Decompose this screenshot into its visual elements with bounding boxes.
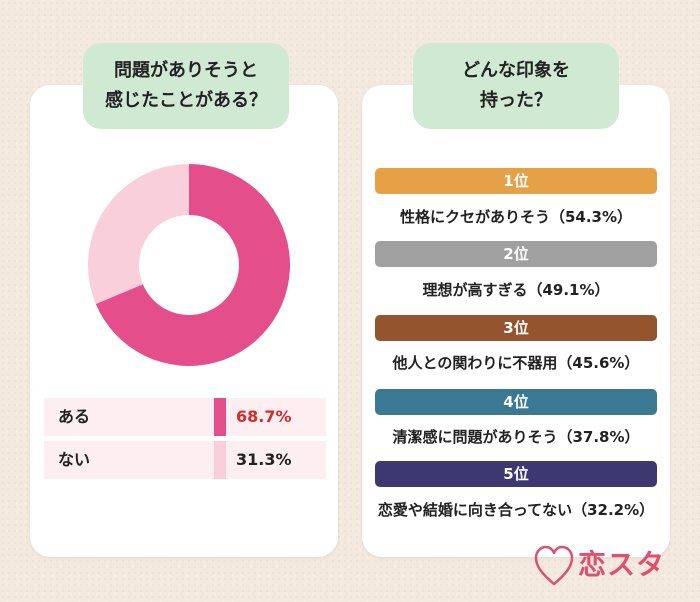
question-bubble-right: どんな印象を 持った？	[413, 43, 619, 129]
rank-item-1: 性格にクセがありそう（54.3%）	[399, 208, 633, 226]
question-bubble-left: 問題がありそうと 感じたことがある？	[83, 43, 289, 129]
legend-value: 31.3%	[236, 450, 292, 469]
rank-badge-5: 5位	[375, 461, 657, 487]
rank-badge-1: 1位	[375, 168, 657, 194]
legend-row: ある 68.7%	[44, 398, 326, 436]
donut-slice-2	[88, 164, 189, 304]
legend-row: ない 31.3%	[44, 441, 326, 479]
logo	[534, 545, 574, 586]
donut-slice-1	[95, 164, 290, 366]
question-right: どんな印象を 持った？	[462, 60, 570, 111]
legend-swatch	[214, 441, 226, 479]
rank-badge-2: 2位	[375, 241, 657, 267]
donut-chart	[88, 164, 290, 366]
logo-text: 恋スタ	[578, 548, 666, 581]
rank-badge-4: 4位	[375, 389, 657, 415]
legend-label: ない	[58, 450, 91, 469]
rank-item-5: 恋愛や結婚に向き合ってない（32.2%）	[377, 501, 655, 519]
rank-item-3: 他人との関わりに不器用（45.6%）	[392, 354, 640, 372]
legend-value: 68.7%	[236, 407, 292, 426]
legend-label: ある	[58, 407, 91, 426]
legend-swatch	[214, 398, 226, 436]
rank-item-4: 清潔感に問題がありそう（37.8%）	[392, 428, 640, 446]
heart-icon	[534, 545, 574, 586]
question-left: 問題がありそうと 感じたことがある？	[105, 60, 267, 111]
rank-badge-3: 3位	[375, 315, 657, 341]
rank-item-2: 理想が高すぎる（49.1%）	[422, 281, 610, 299]
